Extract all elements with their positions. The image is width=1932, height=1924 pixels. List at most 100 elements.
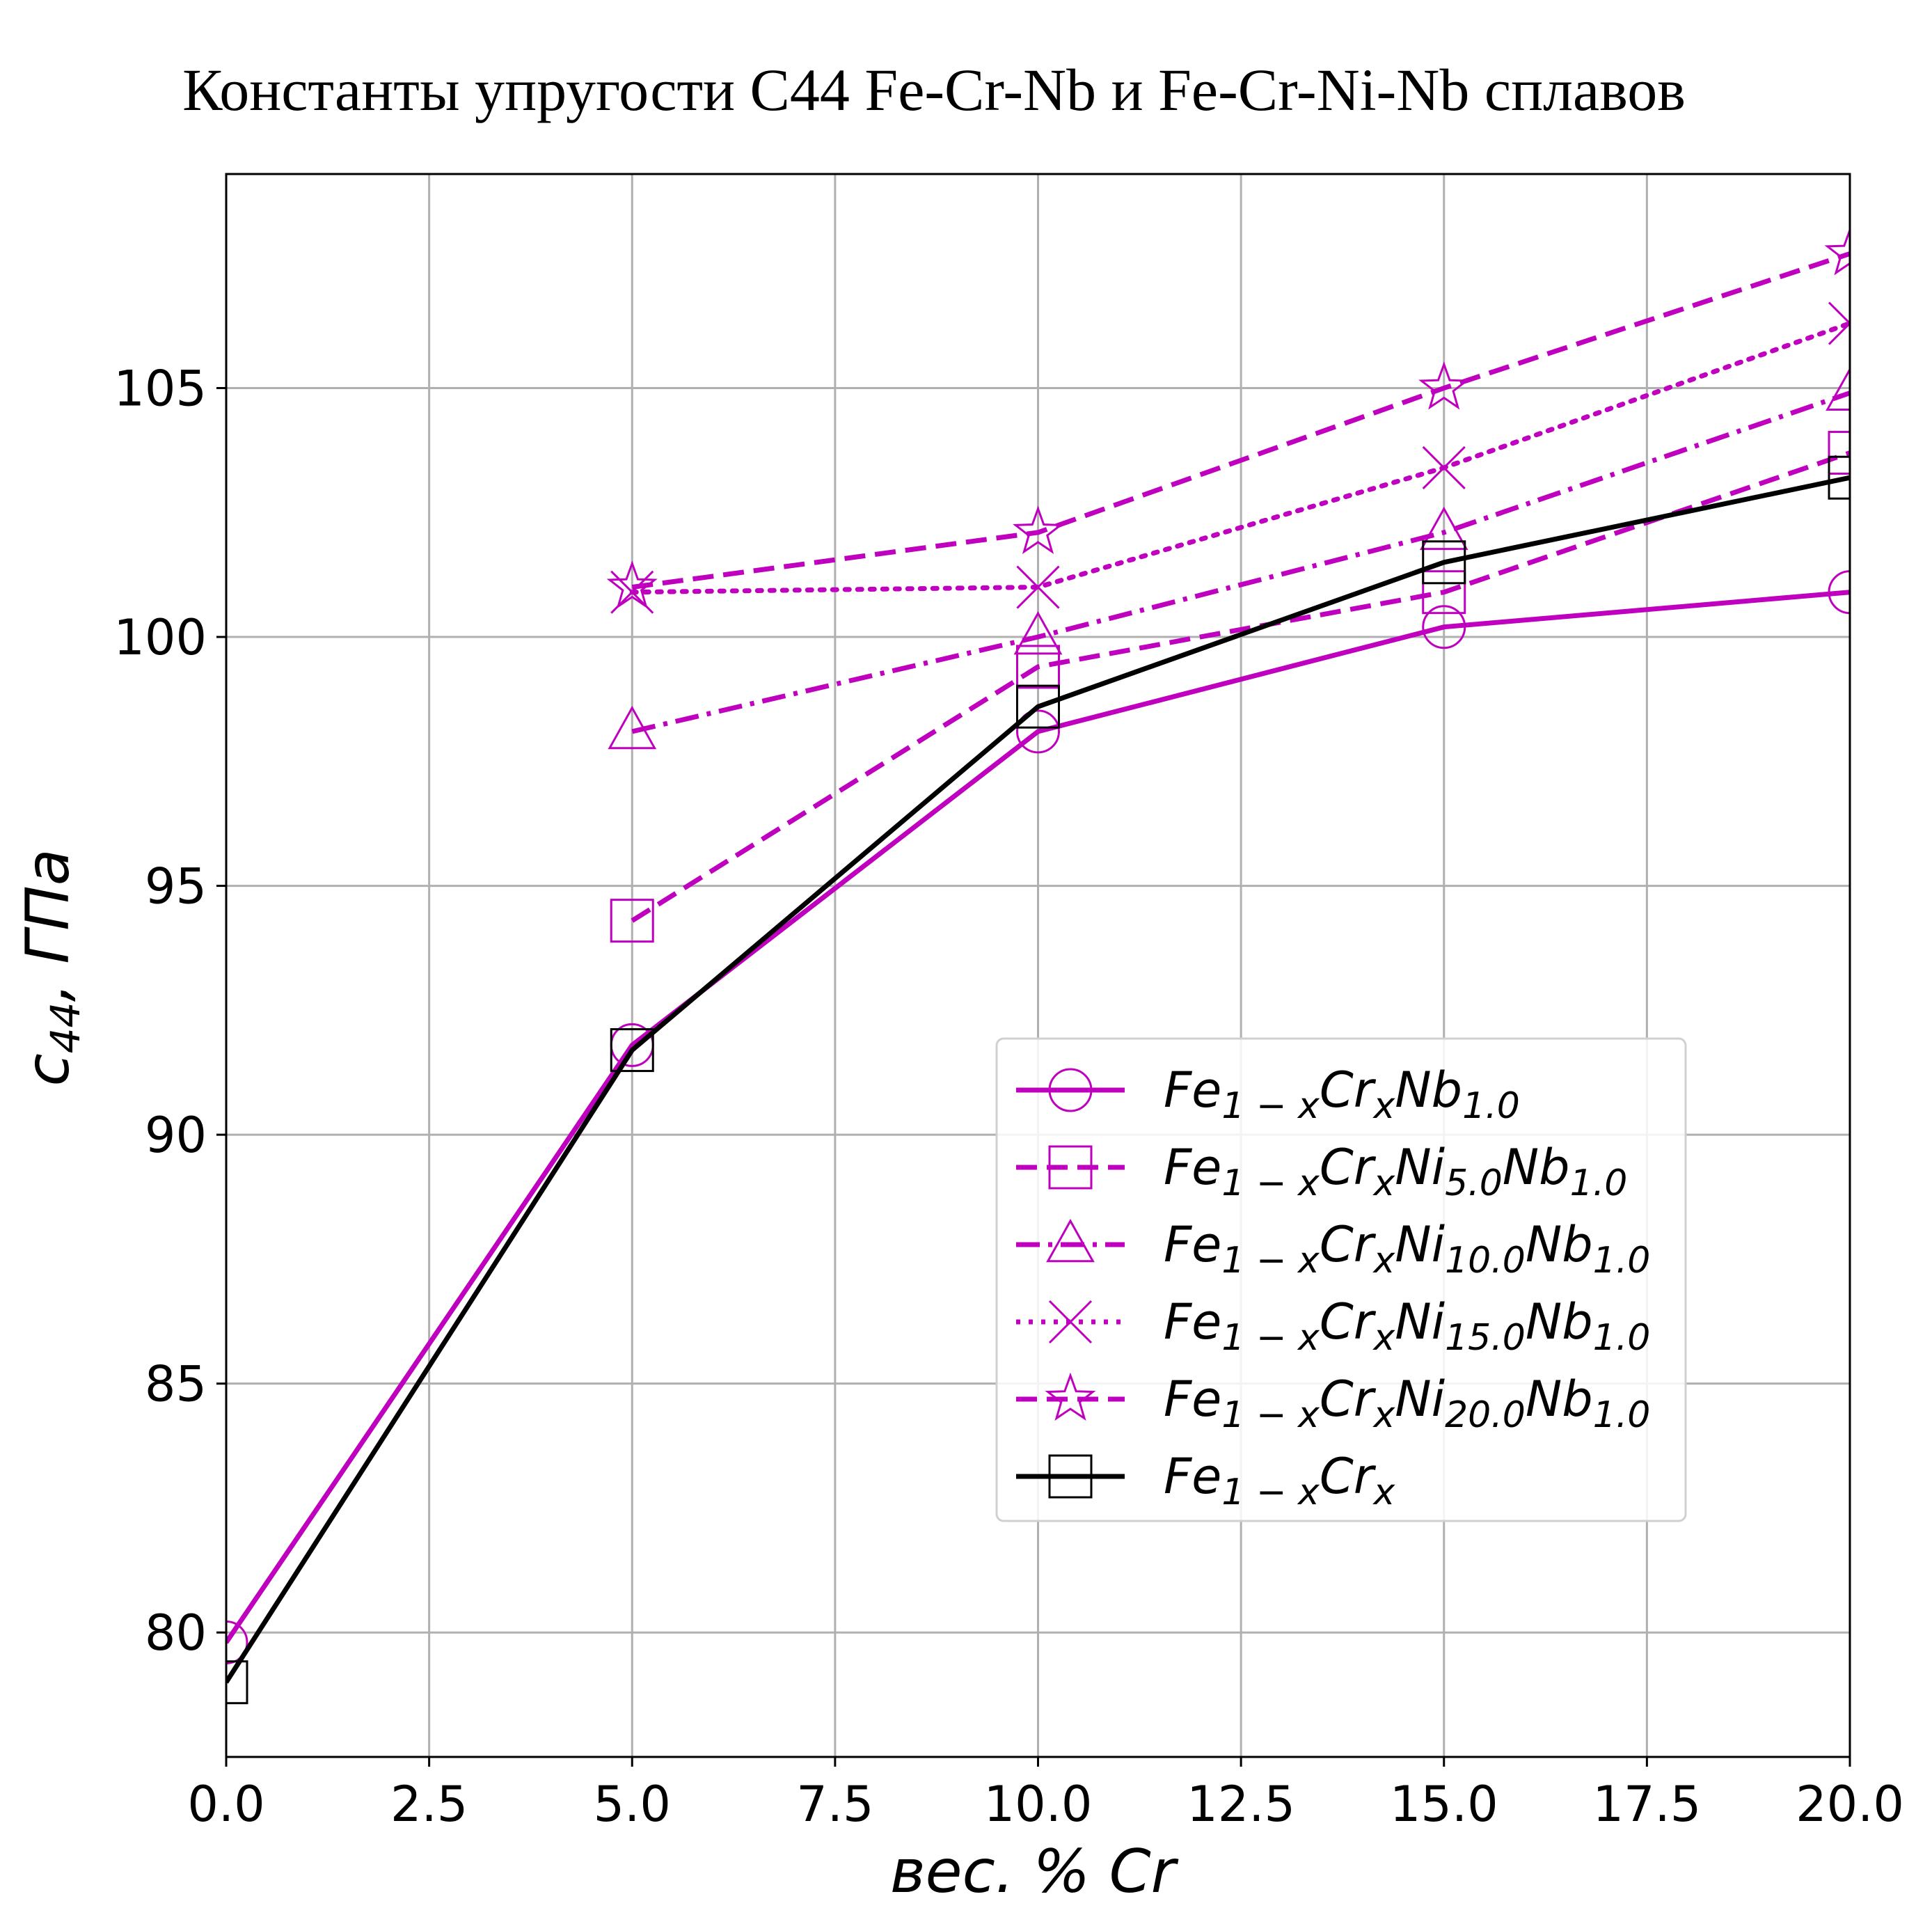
legend-element: Fe xyxy=(1164,1448,1221,1505)
legend-item: Fe1 − xCrxNi15.0Nb1.0 xyxy=(1016,1293,1650,1359)
legend-box xyxy=(995,1037,1687,1522)
legend-subscript: x xyxy=(1372,1317,1396,1359)
legend-element: Cr xyxy=(1320,1216,1377,1273)
legend-subscript: 1 − x xyxy=(1221,1240,1320,1282)
legend-element: Fe xyxy=(1164,1139,1221,1196)
y-tick-label: 95 xyxy=(145,858,207,915)
legend-element: Cr xyxy=(1320,1371,1377,1428)
legend-element: Fe xyxy=(1164,1216,1221,1273)
star-marker xyxy=(1824,226,1850,276)
legend-element: Cr xyxy=(1320,1448,1377,1505)
x-marker xyxy=(1828,301,1850,345)
y-tick-label: 80 xyxy=(145,1604,207,1662)
circle-marker xyxy=(226,1621,248,1665)
legend-item: Fe1 − xCrx xyxy=(1016,1448,1396,1513)
triangle-marker xyxy=(1013,610,1063,655)
legend-element: Ni xyxy=(1395,1293,1445,1350)
x-marker xyxy=(1422,445,1466,489)
legend-label: Fe1 − xCrxNi10.0Nb1.0 xyxy=(1164,1216,1650,1282)
series-5 xyxy=(606,226,1850,609)
x-axis-label: вес. % Cr xyxy=(890,1837,1179,1907)
square-marker xyxy=(1828,430,1850,475)
legend-subscript: 5.0 xyxy=(1445,1162,1503,1204)
legend-subscript: x xyxy=(1372,1394,1396,1436)
x-tick-label: 2.5 xyxy=(390,1776,468,1833)
x-marker xyxy=(1016,565,1060,609)
legend-subscript: 1 − x xyxy=(1221,1085,1320,1127)
legend-element: Ni xyxy=(1395,1371,1445,1428)
series-2 xyxy=(610,430,1850,943)
legend-element: Cr xyxy=(1320,1293,1377,1350)
circle-marker xyxy=(1048,1068,1093,1112)
square-marker xyxy=(1422,570,1466,615)
triangle-marker xyxy=(608,705,657,750)
x-tick-label: 20.0 xyxy=(1796,1776,1904,1833)
legend-subscript: 15.0 xyxy=(1445,1317,1526,1359)
y-axis-label-sub: 44 xyxy=(42,1002,89,1053)
square-marker xyxy=(1828,455,1850,500)
legend-label: Fe1 − xCrxNi20.0Nb1.0 xyxy=(1164,1371,1650,1436)
legend-subscript: 1.0 xyxy=(1462,1085,1520,1127)
legend-subscript: 1.0 xyxy=(1593,1240,1651,1282)
legend-subscript: 1 − x xyxy=(1221,1162,1320,1204)
y-tick-label: 100 xyxy=(113,609,207,666)
legend-element: Ni xyxy=(1395,1139,1445,1196)
x-tick-label: 17.5 xyxy=(1592,1776,1701,1833)
series-4 xyxy=(610,301,1850,614)
legend-subscript: 1 − x xyxy=(1221,1394,1320,1436)
series-line xyxy=(226,590,1850,1644)
circle-marker xyxy=(1828,570,1850,615)
legend-subscript: x xyxy=(1372,1162,1396,1204)
legend-item: Fe1 − xCrxNi5.0Nb1.0 xyxy=(1016,1139,1627,1204)
legend-subscript: 10.0 xyxy=(1445,1240,1526,1282)
square-marker xyxy=(1016,645,1060,689)
series-3 xyxy=(608,367,1850,750)
x-tick-label: 12.5 xyxy=(1187,1776,1295,1833)
square-marker xyxy=(1048,1454,1093,1499)
y-axis-label: c44, ГПа xyxy=(13,849,89,1086)
x-tick-label: 10.0 xyxy=(984,1776,1093,1833)
series-layer xyxy=(226,226,1850,1705)
x-tick-label: 0.0 xyxy=(187,1776,264,1833)
triangle-marker xyxy=(1419,506,1468,551)
circle-marker xyxy=(1016,709,1060,754)
legend-subscript: 20.0 xyxy=(1445,1394,1526,1436)
legend-element: Nb xyxy=(1526,1293,1593,1350)
star-marker xyxy=(606,560,658,609)
legend-item: Fe1 − xCrxNi20.0Nb1.0 xyxy=(1016,1371,1650,1436)
legend-element: Fe xyxy=(1164,1371,1221,1428)
series-line xyxy=(631,391,1850,734)
series-clip-group xyxy=(226,226,1850,1705)
chart-title: Константы упругости C44 Fe-Cr-Nb и Fe-Cr… xyxy=(182,56,1686,123)
series-line xyxy=(629,321,1850,595)
legend-subscript: 1 − x xyxy=(1221,1317,1320,1359)
series-line xyxy=(631,251,1850,590)
legend-item: Fe1 − xCrxNb1.0 xyxy=(1016,1062,1520,1127)
star-marker xyxy=(1418,361,1470,410)
legend-label: Fe1 − xCrx xyxy=(1164,1448,1396,1513)
square-marker xyxy=(610,1028,654,1073)
legend-subscript: 1.0 xyxy=(1593,1394,1651,1436)
square-marker xyxy=(610,899,654,943)
y-axis-label-unit: , ГПа xyxy=(13,849,83,1002)
series-6 xyxy=(226,455,1850,1705)
square-marker xyxy=(1422,540,1466,585)
legend-label: Fe1 − xCrxNi15.0Nb1.0 xyxy=(1164,1293,1650,1359)
legend-subscript: 1 − x xyxy=(1221,1472,1320,1513)
x-marker xyxy=(1048,1300,1093,1344)
series-line xyxy=(631,450,1850,923)
x-tick-label: 5.0 xyxy=(594,1776,671,1833)
axis-ticks: 0.0 2.5 5.0 7.5 10.0 12.5 15.0 17.5 20.0 80 85 90 95… xyxy=(113,360,1904,1833)
circle-marker xyxy=(1422,605,1466,649)
legend-subscript: x xyxy=(1372,1240,1396,1282)
legend-item: Fe1 − xCrxNi10.0Nb1.0 xyxy=(1016,1216,1650,1282)
legend-label: Fe1 − xCrxNi5.0Nb1.0 xyxy=(1164,1139,1627,1204)
legend-element: Nb xyxy=(1526,1371,1593,1428)
legend-element: Nb xyxy=(1395,1062,1462,1119)
legend-element: Nb xyxy=(1503,1139,1570,1196)
y-tick-label: 105 xyxy=(113,360,207,417)
legend-element: Cr xyxy=(1320,1139,1377,1196)
legend-subscript: 1.0 xyxy=(1593,1317,1651,1359)
